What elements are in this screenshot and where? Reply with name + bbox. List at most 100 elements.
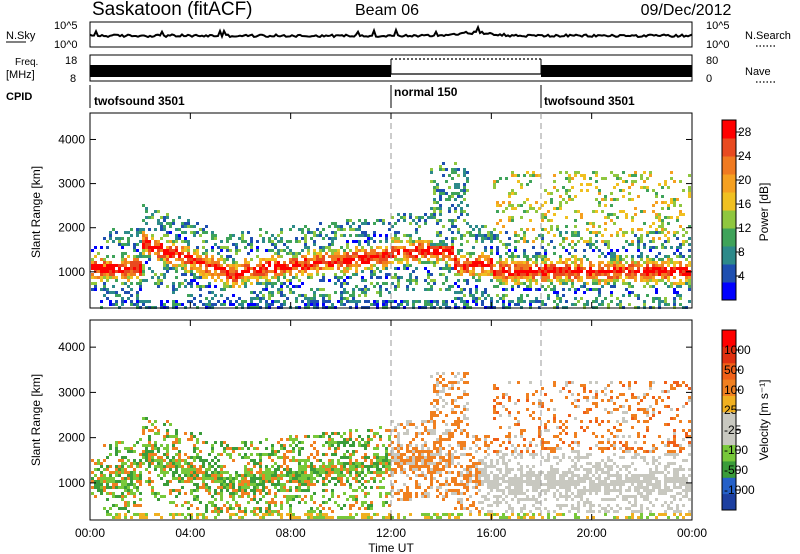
echo-cell bbox=[346, 282, 349, 285]
echo-cell bbox=[415, 258, 418, 261]
echo-cell bbox=[286, 501, 289, 504]
echo-cell bbox=[415, 486, 418, 489]
echo-cell bbox=[595, 288, 598, 291]
echo-cell bbox=[256, 249, 259, 252]
echo-cell bbox=[115, 291, 118, 294]
echo-cell bbox=[634, 270, 637, 273]
echo-cell bbox=[283, 243, 286, 246]
echo-cell bbox=[439, 381, 442, 384]
echo-cell bbox=[328, 474, 331, 477]
echo-cell bbox=[652, 189, 655, 192]
echo-cell bbox=[373, 465, 376, 468]
echo-cell bbox=[229, 513, 232, 516]
echo-cell bbox=[502, 459, 505, 462]
echo-cell bbox=[538, 174, 541, 177]
echo-cell bbox=[673, 276, 676, 279]
echo-cell bbox=[592, 288, 595, 291]
echo-cell bbox=[475, 480, 478, 483]
echo-cell bbox=[613, 270, 616, 273]
echo-cell bbox=[553, 276, 556, 279]
echo-cell bbox=[631, 198, 634, 201]
echo-cell bbox=[400, 447, 403, 450]
echo-cell bbox=[259, 483, 262, 486]
echo-cell bbox=[424, 450, 427, 453]
echo-cell bbox=[469, 261, 472, 264]
echo-cell bbox=[139, 282, 142, 285]
echo-cell bbox=[286, 465, 289, 468]
echo-cell bbox=[658, 303, 661, 306]
echo-cell bbox=[673, 201, 676, 204]
echo-cell bbox=[526, 210, 529, 213]
echo-cell bbox=[424, 516, 427, 519]
echo-cell bbox=[385, 234, 388, 237]
echo-cell bbox=[232, 303, 235, 306]
echo-cell bbox=[457, 204, 460, 207]
echo-cell bbox=[397, 258, 400, 261]
echo-cell bbox=[385, 237, 388, 240]
echo-cell bbox=[301, 483, 304, 486]
echo-cell bbox=[292, 225, 295, 228]
echo-cell bbox=[187, 465, 190, 468]
echo-cell bbox=[496, 501, 499, 504]
freq-label-2: [MHz] bbox=[6, 69, 35, 81]
echo-cell bbox=[424, 420, 427, 423]
echo-cell bbox=[265, 276, 268, 279]
echo-cell bbox=[322, 435, 325, 438]
echo-cell bbox=[145, 417, 148, 420]
echo-cell bbox=[376, 258, 379, 261]
echo-cell bbox=[166, 450, 169, 453]
echo-cell bbox=[160, 225, 163, 228]
echo-cell bbox=[355, 474, 358, 477]
echo-cell bbox=[196, 516, 199, 519]
echo-cell bbox=[205, 270, 208, 273]
echo-cell bbox=[175, 504, 178, 507]
echo-cell bbox=[412, 288, 415, 291]
echo-cell bbox=[538, 255, 541, 258]
echo-cell bbox=[109, 486, 112, 489]
echo-cell bbox=[451, 237, 454, 240]
echo-cell bbox=[289, 474, 292, 477]
echo-cell bbox=[361, 483, 364, 486]
echo-cell bbox=[679, 180, 682, 183]
echo-cell bbox=[502, 210, 505, 213]
echo-cell bbox=[634, 261, 637, 264]
echo-cell bbox=[466, 282, 469, 285]
echo-cell bbox=[187, 252, 190, 255]
echo-cell bbox=[244, 453, 247, 456]
echo-cell bbox=[511, 480, 514, 483]
echo-cell bbox=[130, 234, 133, 237]
echo-cell bbox=[505, 294, 508, 297]
echo-cell bbox=[376, 276, 379, 279]
echo-cell bbox=[178, 462, 181, 465]
echo-cell bbox=[655, 270, 658, 273]
echo-cell bbox=[250, 249, 253, 252]
echo-cell bbox=[334, 483, 337, 486]
echo-cell bbox=[331, 264, 334, 267]
echo-cell bbox=[268, 510, 271, 513]
echo-cell bbox=[682, 267, 685, 270]
echo-cell bbox=[514, 270, 517, 273]
echo-cell bbox=[502, 396, 505, 399]
echo-cell bbox=[328, 297, 331, 300]
echo-cell bbox=[442, 513, 445, 516]
echo-cell bbox=[634, 207, 637, 210]
echo-cell bbox=[484, 495, 487, 498]
echo-cell bbox=[349, 471, 352, 474]
echo-cell bbox=[460, 447, 463, 450]
echo-cell bbox=[448, 285, 451, 288]
echo-cell bbox=[376, 300, 379, 303]
echo-cell bbox=[367, 471, 370, 474]
echo-cell bbox=[685, 273, 688, 276]
echo-cell bbox=[661, 219, 664, 222]
echo-cell bbox=[346, 243, 349, 246]
echo-cell bbox=[643, 180, 646, 183]
echo-cell bbox=[490, 483, 493, 486]
echo-cell bbox=[166, 246, 169, 249]
echo-cell bbox=[229, 456, 232, 459]
echo-cell bbox=[175, 252, 178, 255]
echo-cell bbox=[262, 270, 265, 273]
echo-cell bbox=[439, 231, 442, 234]
echo-cell bbox=[349, 438, 352, 441]
echo-cell bbox=[337, 504, 340, 507]
echo-cell bbox=[379, 456, 382, 459]
